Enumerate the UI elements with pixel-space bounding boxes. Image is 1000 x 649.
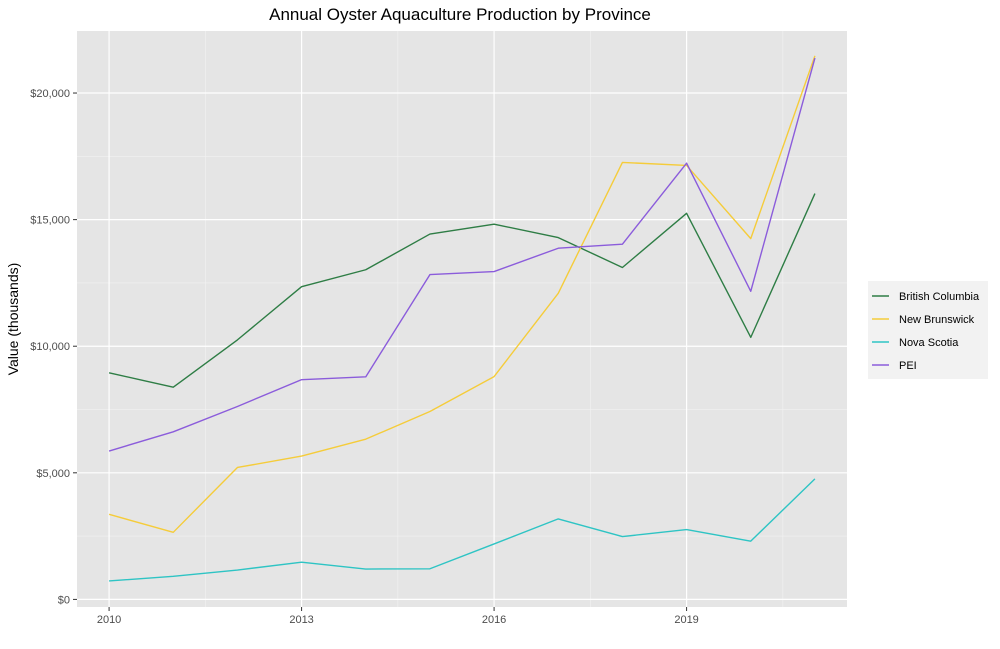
- series-line-british-columbia: [108, 193, 816, 388]
- legend-label: PEI: [899, 360, 917, 372]
- legend-label: Nova Scotia: [899, 337, 959, 349]
- series-line-nova-scotia: [109, 478, 816, 582]
- y-tick-label: $5,000: [36, 468, 70, 480]
- legend-label: British Columbia: [899, 291, 980, 303]
- chart-title: Annual Oyster Aquaculture Production by …: [269, 5, 651, 24]
- x-axis-ticks: 2010 2013 2016 2019: [97, 607, 699, 626]
- series-line-pei: [108, 57, 816, 452]
- x-tick-label: 2016: [482, 614, 506, 626]
- series-lines: [108, 55, 816, 582]
- legend-label: New Brunswick: [899, 314, 975, 326]
- y-axis-ticks: $0 $5,000 $10,000 $15,000 $20,000: [30, 88, 77, 606]
- x-tick-label: 2013: [289, 614, 313, 626]
- y-tick-label: $20,000: [30, 88, 70, 100]
- grid-major: [77, 31, 847, 607]
- legend: British Columbia New Brunswick Nova Scotia…: [868, 281, 988, 379]
- series-line-new-brunswick: [108, 55, 816, 534]
- x-tick-label: 2010: [97, 614, 121, 626]
- plot-panel: [77, 31, 847, 607]
- grid-minor: [77, 31, 847, 607]
- y-tick-label: $0: [58, 594, 70, 606]
- y-tick-label: $10,000: [30, 341, 70, 353]
- y-tick-label: $15,000: [30, 215, 70, 227]
- x-tick-label: 2019: [674, 614, 698, 626]
- y-axis-label: Value (thousands): [5, 263, 21, 376]
